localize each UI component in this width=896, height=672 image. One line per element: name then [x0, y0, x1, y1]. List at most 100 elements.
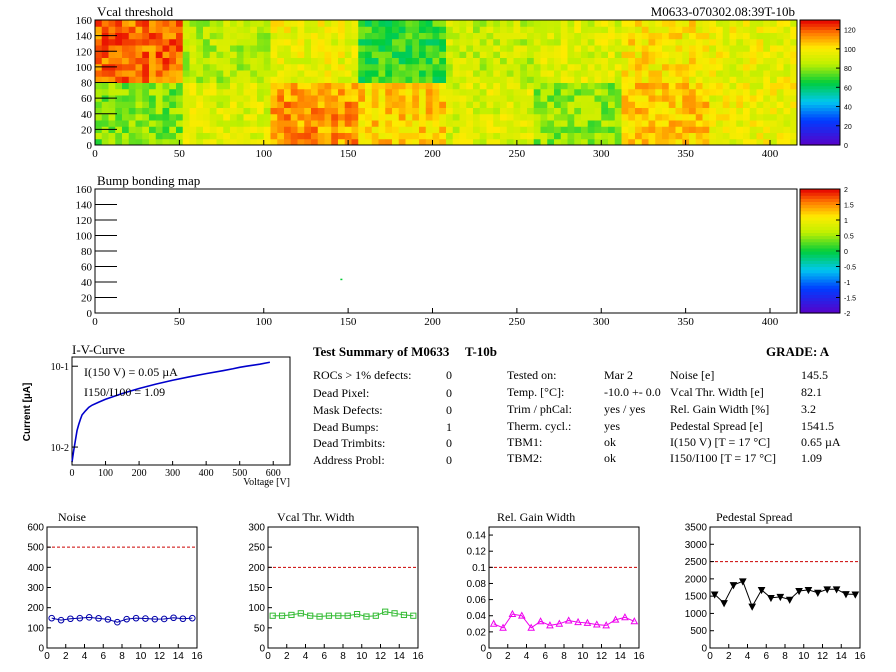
heatmap-cell: [527, 107, 535, 115]
x-tick-label: 300: [593, 316, 610, 328]
heatmap-cell: [675, 113, 683, 121]
heatmap-cell: [405, 82, 413, 90]
mid-row-label: TBM1:: [507, 435, 543, 449]
heatmap-cell: [182, 70, 190, 77]
x-tick-label: 150: [340, 148, 357, 160]
heatmap-cell: [365, 70, 373, 77]
heatmap-cell: [763, 26, 771, 33]
heatmap-cell: [675, 45, 683, 52]
heatmap-cell: [466, 26, 474, 33]
heatmap-cell: [648, 63, 656, 71]
heatmap-cell: [149, 38, 157, 46]
heatmap-cell: [783, 132, 791, 140]
heatmap-cell: [783, 95, 791, 102]
heatmap-cell: [101, 57, 109, 65]
palette-tick-label: 120: [844, 28, 856, 35]
palette-cell: [800, 285, 840, 289]
heatmap-cell: [560, 70, 568, 77]
heatmap-cell: [358, 126, 366, 133]
heatmap-cell: [783, 57, 791, 65]
heatmap-cell: [587, 126, 595, 133]
palette-cell: [800, 220, 840, 224]
heatmap-cell: [101, 45, 109, 52]
heatmap-cell: [506, 107, 514, 115]
heatmap-cell: [331, 76, 339, 83]
mid-row-value: yes / yes: [604, 402, 646, 416]
palette-cell: [800, 51, 840, 55]
heatmap-cell: [142, 63, 150, 71]
heatmap-cell: [243, 32, 251, 40]
data-point: [179, 615, 187, 623]
heatmap-cell: [371, 138, 379, 146]
heatmap-cell: [459, 51, 467, 58]
heatmap-cell: [203, 32, 211, 40]
heatmap-cell: [560, 26, 568, 33]
heatmap-cell: [412, 88, 420, 96]
heatmap-cell: [270, 76, 278, 83]
heatmap-cell: [155, 57, 163, 65]
y-tick-label: 1000: [685, 609, 708, 620]
data-point: [382, 608, 389, 615]
heatmap-cell: [533, 101, 541, 108]
heatmap-cell: [290, 76, 298, 83]
heatmap-cell: [142, 88, 150, 96]
heatmap-cell: [648, 120, 656, 127]
heatmap-cell: [608, 63, 616, 71]
heatmap-cell: [520, 76, 528, 83]
heatmap-cell: [155, 38, 163, 46]
heatmap-cell: [365, 57, 373, 65]
x-tick-label: 100: [256, 148, 273, 160]
heatmap-cell: [493, 113, 501, 121]
heatmap-cell: [770, 138, 778, 146]
heatmap-cell: [95, 138, 103, 146]
heatmap-cell: [95, 20, 103, 27]
x-tick-label: 16: [854, 651, 866, 662]
heatmap-cell: [365, 20, 373, 27]
heatmap-cell: [459, 138, 467, 146]
heatmap-cell: [385, 113, 393, 121]
heatmap-cell: [115, 63, 123, 71]
palette-cell: [800, 189, 840, 193]
heatmap-cell: [459, 82, 467, 90]
heatmap-cell: [790, 76, 798, 83]
heatmap-cell: [655, 101, 663, 108]
heatmap-cell: [385, 32, 393, 40]
heatmap-cell: [736, 70, 744, 77]
heatmap-cell: [142, 126, 150, 133]
heatmap-cell: [290, 32, 298, 40]
y-tick-label: 0.12: [467, 547, 487, 558]
heatmap-cell: [520, 38, 528, 46]
heatmap-cell: [749, 32, 757, 40]
heatmap-cell: [628, 38, 636, 46]
heatmap-cell: [743, 45, 751, 52]
heatmap-cell: [135, 76, 143, 83]
palette-tick-label: 20: [844, 124, 852, 131]
heatmap-cell: [486, 32, 494, 40]
heatmap-cell: [135, 63, 143, 71]
left-row-label: Dead Trimbits:: [313, 436, 386, 450]
heatmap-cell: [479, 32, 487, 40]
heatmap-cell: [351, 107, 359, 115]
data-point: [170, 614, 177, 622]
heatmap-cell: [331, 107, 339, 115]
heatmap-cell: [365, 107, 373, 115]
heatmap-cell: [729, 107, 737, 115]
heatmap-cell: [520, 45, 528, 52]
heatmap-cell: [122, 57, 130, 65]
heatmap-cell: [155, 132, 163, 140]
heatmap-cell: [189, 63, 197, 71]
heatmap-cell: [122, 113, 130, 121]
heatmap-cell: [608, 26, 616, 33]
heatmap-cell: [709, 82, 717, 90]
heatmap-cell: [284, 120, 292, 127]
heatmap-cell: [581, 113, 589, 121]
heatmap-cell: [601, 38, 609, 46]
heatmap-cell: [722, 57, 730, 65]
y-tick-label: 0.1: [472, 563, 486, 574]
heatmap-cell: [277, 26, 285, 33]
x-tick-label: 100: [98, 468, 113, 479]
heatmap-cell: [230, 32, 238, 40]
heatmap-cell: [500, 88, 508, 96]
heatmap-cell: [689, 95, 697, 102]
heatmap-cell: [675, 38, 683, 46]
